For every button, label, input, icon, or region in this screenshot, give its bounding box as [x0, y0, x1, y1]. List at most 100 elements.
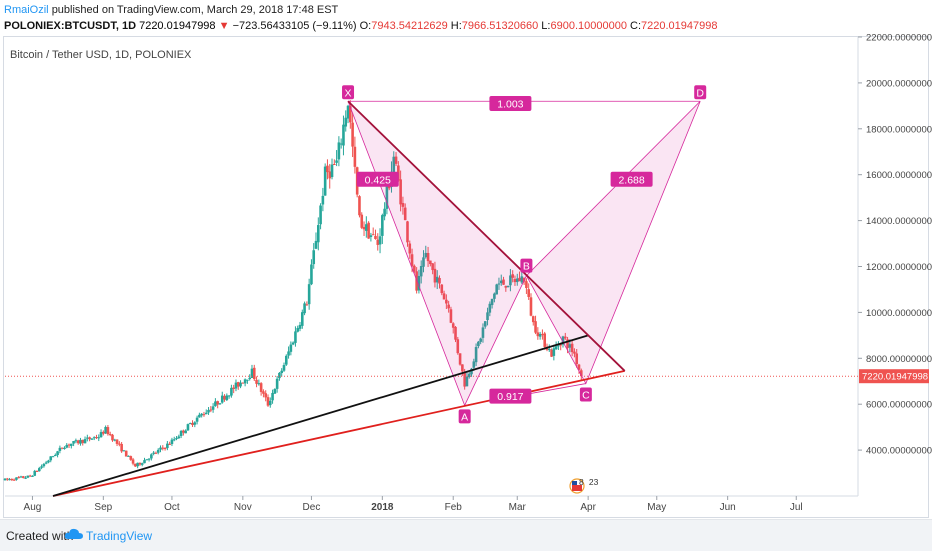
candle-body	[120, 444, 123, 452]
candle-body	[410, 254, 414, 267]
published-text: published on TradingView.com, March 29, …	[51, 4, 339, 16]
candle-body	[515, 278, 519, 283]
candle-body	[154, 452, 158, 454]
candle-body	[433, 268, 437, 283]
candle-body	[294, 331, 297, 343]
candle-body	[131, 459, 135, 464]
candle-body	[170, 439, 174, 445]
candle-body	[234, 382, 238, 389]
candle-body	[369, 235, 373, 238]
candle-body	[353, 146, 357, 167]
candle-body	[102, 431, 105, 434]
x-tick-label: Dec	[303, 502, 321, 513]
x-tick-label: Sep	[94, 502, 112, 513]
candle-body	[124, 450, 128, 457]
x-tick-label: Jun	[720, 502, 736, 513]
ratio-badge	[489, 96, 532, 112]
candle-body	[479, 338, 482, 342]
candle-body	[275, 378, 279, 389]
candle-body	[191, 422, 194, 426]
candle-body	[454, 326, 457, 340]
candle-body	[21, 476, 25, 478]
low-value: 6900.10000000	[550, 20, 627, 32]
candle-body	[95, 436, 98, 438]
candle-body	[362, 226, 366, 230]
candle-body	[8, 479, 11, 481]
candle-body	[342, 124, 345, 146]
candle-body	[321, 195, 325, 205]
y-tick-label: 8000.00000000	[866, 354, 932, 365]
pattern-point-label: B	[523, 261, 530, 273]
x-tick-label: Mar	[509, 502, 527, 513]
candle-body	[385, 185, 389, 209]
candle-body	[182, 430, 185, 433]
pattern-point-label: X	[345, 87, 352, 99]
y-tick-label: 10000.00000000	[866, 308, 932, 319]
candle-body	[477, 341, 480, 347]
candle-body	[554, 346, 558, 350]
candle-body	[248, 377, 251, 380]
candle-body	[86, 437, 89, 439]
candle-body	[90, 438, 94, 440]
candle-body	[161, 447, 165, 449]
candle-body	[559, 344, 563, 346]
candle-body	[88, 437, 91, 440]
candle-body	[527, 289, 530, 297]
candle-body	[44, 462, 48, 464]
candle-body	[499, 280, 503, 284]
candle-body	[266, 397, 270, 406]
high-value: 7966.51320660	[461, 20, 539, 32]
candle-body	[371, 234, 375, 236]
candle-body	[442, 293, 446, 300]
price-chart[interactable]: 22000.00000000 20000.00000000 18000.000000…	[0, 0, 932, 519]
candle-body	[134, 463, 137, 467]
candle-body	[67, 444, 71, 446]
candle-body	[17, 477, 21, 479]
candle-body	[381, 215, 384, 236]
candle-body	[26, 475, 30, 478]
candle-body	[271, 392, 274, 401]
candle-body	[118, 443, 121, 445]
trendline-support-red	[52, 370, 625, 497]
y-tick-label: 20000.00000000	[866, 78, 932, 89]
author-link[interactable]: RmaiOzil	[4, 4, 49, 16]
candle-body	[568, 344, 572, 348]
pattern-point-label: A	[461, 411, 468, 423]
ratio-label: 0.425	[365, 174, 391, 186]
candle-body	[310, 264, 313, 285]
candle-body	[262, 391, 265, 394]
candle-body	[5, 478, 9, 480]
candle-body	[54, 454, 57, 456]
candle-body	[138, 462, 142, 465]
candle-body	[470, 368, 473, 375]
candle-body	[207, 409, 210, 413]
candle-body	[60, 447, 64, 449]
candle-body	[115, 439, 119, 444]
candle-body	[561, 336, 565, 345]
candle-body	[106, 427, 110, 435]
candle-body	[488, 303, 492, 313]
candle-body	[136, 462, 139, 467]
tradingview-link[interactable]: TradingView	[86, 529, 153, 543]
x-tick-label: Oct	[164, 502, 180, 513]
candle-body	[419, 265, 423, 277]
candle-body	[70, 443, 73, 446]
candle-body	[552, 348, 556, 356]
candle-body	[319, 205, 322, 225]
candle-body	[12, 479, 16, 481]
candle-body	[504, 285, 508, 288]
candle-body	[268, 400, 272, 406]
candle-body	[463, 372, 466, 387]
candle-body	[291, 342, 295, 345]
candle-body	[273, 389, 277, 394]
candle-body	[200, 413, 203, 416]
candle-body	[445, 299, 448, 304]
candle-body	[175, 438, 178, 440]
candle-body	[339, 143, 343, 145]
candle-body	[520, 276, 524, 283]
pattern-xab-fill	[347, 100, 527, 407]
y-tick-label: 18000.00000000	[866, 124, 932, 135]
candle-body	[280, 370, 284, 374]
candle-body	[31, 475, 34, 477]
candle-body	[214, 401, 217, 407]
